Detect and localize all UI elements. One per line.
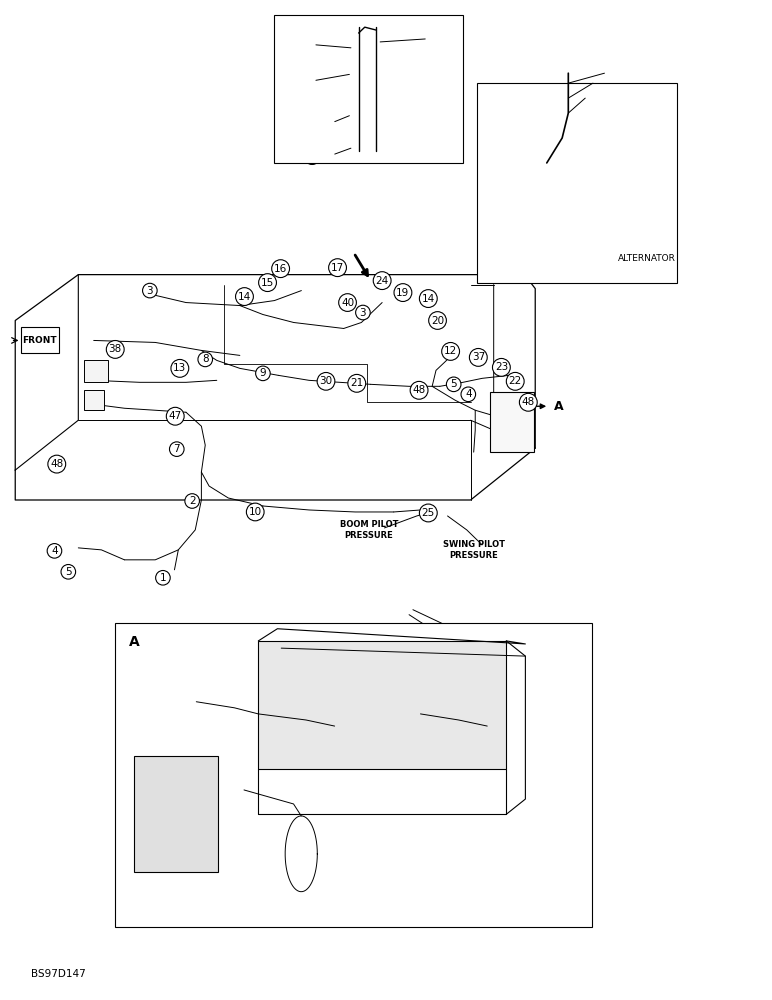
Text: BOOM PILOT
PRESSURE: BOOM PILOT PRESSURE: [340, 520, 398, 540]
Text: 24: 24: [283, 34, 296, 44]
Text: 37: 37: [472, 352, 485, 362]
Bar: [490, 392, 534, 452]
Text: BS97D147: BS97D147: [31, 969, 86, 979]
Text: ALTERNATOR: ALTERNATOR: [618, 254, 676, 263]
Text: 29: 29: [342, 759, 356, 769]
Text: 3: 3: [311, 721, 318, 731]
Text: 19: 19: [388, 25, 401, 35]
Text: 36: 36: [316, 875, 330, 885]
Text: 48: 48: [50, 459, 63, 469]
Text: A: A: [554, 400, 564, 413]
Text: 45: 45: [438, 55, 451, 65]
Text: 10: 10: [249, 507, 262, 517]
Text: 5: 5: [65, 567, 72, 577]
Text: 26: 26: [330, 637, 344, 647]
Text: 28: 28: [141, 666, 154, 676]
Bar: [259, 641, 506, 769]
Text: 32: 32: [135, 891, 148, 901]
Text: 12: 12: [127, 691, 141, 701]
Text: 25: 25: [422, 508, 435, 518]
Text: 42: 42: [534, 186, 547, 196]
Text: 48: 48: [486, 703, 499, 713]
Text: 18: 18: [506, 114, 520, 124]
Text: 16: 16: [274, 264, 287, 274]
Text: 18: 18: [285, 759, 298, 769]
Text: 43: 43: [580, 94, 594, 104]
Text: 44: 44: [615, 114, 628, 124]
FancyBboxPatch shape: [21, 327, 59, 353]
Text: 2: 2: [189, 496, 195, 506]
Text: 20: 20: [431, 316, 444, 326]
Bar: [115, 623, 592, 927]
Text: 48: 48: [642, 214, 655, 224]
Text: 23: 23: [495, 362, 508, 372]
Text: 1: 1: [160, 573, 166, 583]
Text: 28: 28: [227, 709, 240, 719]
Text: 22: 22: [509, 376, 522, 386]
Text: 18: 18: [283, 72, 296, 82]
Text: 6: 6: [498, 824, 505, 834]
Text: 39: 39: [495, 745, 508, 755]
Text: 5: 5: [658, 130, 664, 140]
Bar: [84, 390, 103, 410]
Text: 40: 40: [341, 298, 354, 308]
Text: 8: 8: [202, 354, 208, 364]
Text: 5: 5: [182, 691, 189, 701]
Text: 41: 41: [514, 158, 527, 168]
Text: FRONT: FRONT: [22, 336, 57, 345]
Bar: [84, 360, 107, 382]
Text: 7: 7: [174, 444, 180, 454]
Text: 14: 14: [238, 292, 251, 302]
Bar: [134, 756, 218, 872]
Text: 27: 27: [302, 637, 315, 647]
Text: 12: 12: [256, 672, 269, 682]
Text: SWING PILOT
PRESSURE: SWING PILOT PRESSURE: [442, 540, 505, 560]
Text: 12: 12: [444, 346, 457, 356]
Text: 48: 48: [522, 397, 535, 407]
Text: A: A: [129, 635, 140, 649]
Text: 4: 4: [51, 546, 58, 556]
Text: 15: 15: [261, 278, 274, 288]
Text: 31: 31: [361, 709, 374, 719]
Text: 3: 3: [360, 308, 366, 318]
Text: 5: 5: [278, 697, 285, 707]
Text: 4: 4: [465, 389, 472, 399]
Text: 24: 24: [375, 276, 389, 286]
Text: 21: 21: [350, 378, 364, 388]
Text: 35: 35: [342, 791, 356, 801]
Text: 13: 13: [173, 363, 187, 373]
Text: 46: 46: [306, 151, 319, 161]
Text: 48: 48: [412, 385, 425, 395]
Text: 14: 14: [422, 294, 435, 304]
Text: 47: 47: [168, 411, 182, 421]
Bar: [477, 83, 677, 283]
Text: 17: 17: [306, 118, 319, 128]
Text: 33: 33: [368, 666, 382, 676]
Text: 3: 3: [147, 286, 153, 296]
Text: 11: 11: [495, 785, 508, 795]
Text: 5: 5: [450, 379, 457, 389]
Text: 19: 19: [396, 288, 410, 298]
Bar: [275, 15, 463, 163]
Text: 38: 38: [109, 344, 122, 354]
Text: 30: 30: [320, 376, 333, 386]
Text: 9: 9: [259, 368, 266, 378]
Text: 34: 34: [335, 668, 348, 678]
Text: 17: 17: [331, 263, 344, 273]
